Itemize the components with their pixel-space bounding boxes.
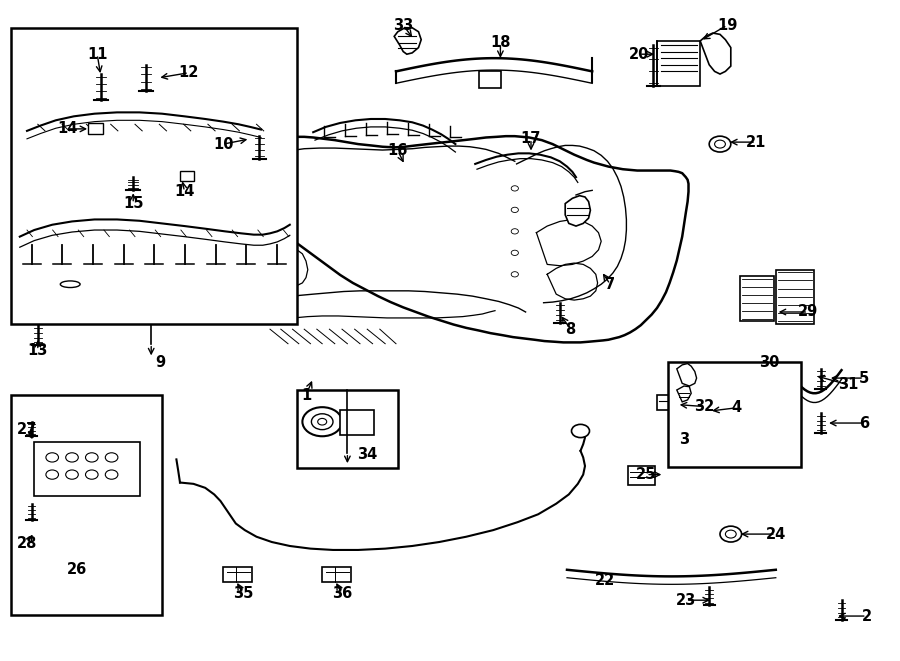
Circle shape	[268, 216, 275, 221]
Circle shape	[511, 208, 518, 213]
Text: 3: 3	[679, 432, 689, 447]
Polygon shape	[700, 33, 731, 74]
Text: 28: 28	[17, 536, 37, 551]
Circle shape	[311, 414, 333, 430]
Circle shape	[268, 231, 275, 237]
Circle shape	[46, 453, 58, 462]
Text: 24: 24	[766, 527, 786, 541]
Circle shape	[66, 470, 78, 479]
Text: 12: 12	[179, 65, 199, 80]
Bar	[479, 71, 501, 88]
Text: 2: 2	[861, 609, 872, 623]
Text: 32: 32	[694, 399, 714, 414]
Bar	[322, 567, 351, 582]
Text: 27: 27	[17, 422, 37, 437]
Text: 31: 31	[838, 377, 858, 392]
Text: 11: 11	[87, 47, 107, 61]
Circle shape	[268, 261, 275, 266]
Bar	[657, 395, 675, 410]
Text: 17: 17	[521, 132, 541, 146]
Text: 25: 25	[636, 467, 656, 482]
Text: 21: 21	[746, 135, 766, 149]
Polygon shape	[565, 196, 590, 226]
Text: 33: 33	[393, 18, 413, 32]
Ellipse shape	[60, 281, 80, 288]
Bar	[340, 410, 374, 435]
Bar	[34, 442, 140, 496]
Bar	[297, 390, 398, 468]
Bar	[11, 28, 297, 324]
Text: 18: 18	[491, 36, 510, 50]
Circle shape	[511, 229, 518, 234]
Circle shape	[318, 418, 327, 425]
Text: 10: 10	[213, 137, 233, 151]
Circle shape	[268, 201, 275, 206]
Bar	[88, 123, 103, 134]
Text: 15: 15	[123, 196, 143, 211]
Circle shape	[268, 186, 275, 191]
Circle shape	[302, 407, 342, 436]
Circle shape	[105, 453, 118, 462]
Circle shape	[715, 140, 725, 148]
Bar	[740, 276, 774, 321]
Circle shape	[86, 453, 98, 462]
Bar	[776, 270, 814, 324]
Text: 5: 5	[859, 371, 869, 385]
Text: 22: 22	[595, 573, 615, 588]
Text: 6: 6	[859, 416, 869, 430]
Circle shape	[66, 453, 78, 462]
Text: 14: 14	[58, 122, 77, 136]
Text: 8: 8	[565, 322, 576, 336]
Circle shape	[268, 246, 275, 251]
Circle shape	[511, 250, 518, 255]
Circle shape	[105, 470, 118, 479]
Text: 16: 16	[388, 143, 408, 158]
Text: 34: 34	[357, 447, 377, 462]
Bar	[223, 567, 252, 582]
Text: 23: 23	[676, 593, 696, 607]
Text: 36: 36	[332, 586, 352, 601]
Bar	[628, 466, 655, 485]
Text: 4: 4	[731, 401, 742, 415]
Text: 26: 26	[67, 563, 86, 577]
Text: 20: 20	[629, 47, 649, 61]
Circle shape	[709, 136, 731, 152]
Polygon shape	[677, 364, 697, 386]
Text: 35: 35	[233, 586, 253, 601]
Circle shape	[268, 276, 275, 282]
Text: 14: 14	[175, 184, 194, 199]
Circle shape	[46, 470, 58, 479]
Bar	[668, 362, 801, 467]
Circle shape	[720, 526, 742, 542]
Bar	[657, 41, 700, 86]
Text: 9: 9	[155, 355, 166, 369]
Bar	[180, 171, 194, 181]
Circle shape	[511, 186, 518, 191]
Circle shape	[268, 292, 275, 297]
Circle shape	[725, 530, 736, 538]
Text: 29: 29	[798, 305, 818, 319]
Circle shape	[572, 424, 590, 438]
Circle shape	[511, 272, 518, 277]
Text: 19: 19	[717, 18, 737, 32]
Polygon shape	[394, 28, 421, 54]
Text: 7: 7	[605, 277, 616, 292]
Text: 13: 13	[28, 343, 48, 358]
Circle shape	[86, 470, 98, 479]
Polygon shape	[677, 386, 691, 402]
Text: 1: 1	[301, 388, 311, 403]
Circle shape	[311, 414, 333, 430]
Circle shape	[317, 418, 328, 426]
Text: 30: 30	[760, 355, 779, 369]
Bar	[11, 395, 162, 615]
